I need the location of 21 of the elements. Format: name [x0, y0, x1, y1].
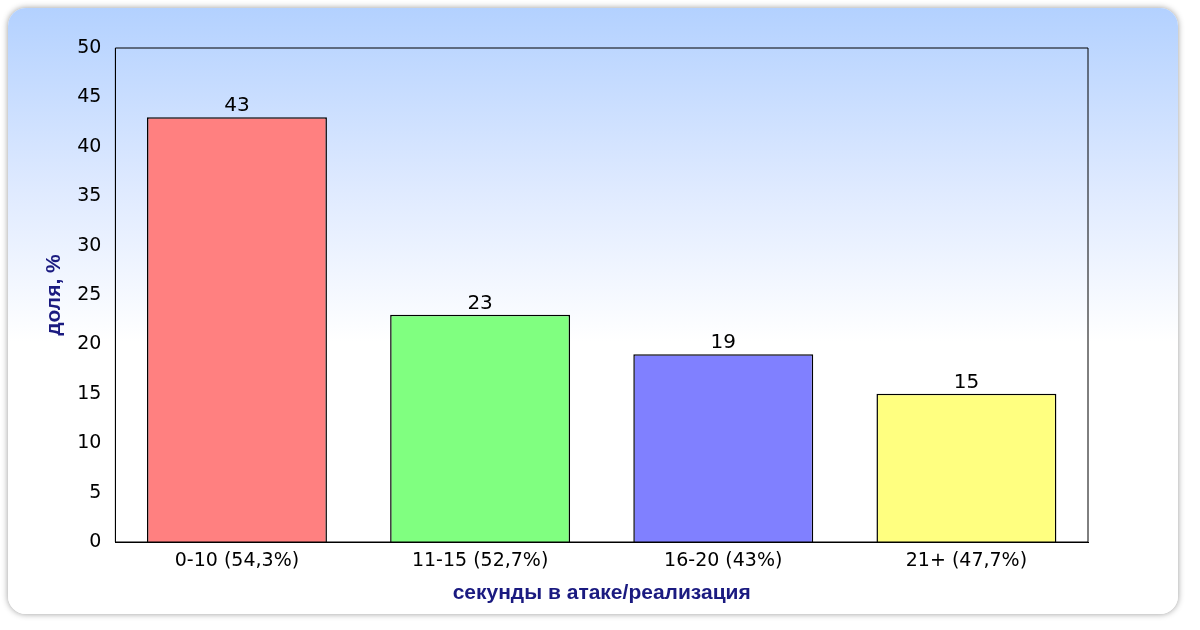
data-label: 15	[953, 369, 980, 393]
y-tick-label: 5	[89, 479, 102, 502]
y-tick-label: 10	[77, 430, 102, 453]
y-tick-label: 50	[77, 34, 102, 57]
y-tick-label: 40	[77, 133, 102, 156]
y-tick-label: 25	[77, 281, 102, 304]
x-tick-label: 16-20 (43%)	[664, 548, 783, 571]
y-tick-label: 30	[77, 232, 102, 255]
x-axis-title: секунды в атаке/реализация	[452, 580, 751, 604]
y-axis-title: доля, %	[41, 253, 65, 336]
y-tick-label: 0	[89, 528, 102, 551]
data-label: 43	[224, 92, 250, 117]
y-tick-label: 15	[77, 380, 102, 403]
data-label: 23	[467, 289, 493, 314]
y-tick-label: 20	[77, 331, 102, 354]
x-tick-label: 11-15 (52,7%)	[411, 548, 549, 571]
data-label: 19	[710, 329, 736, 354]
x-tick-label: 21+ (47,7%)	[905, 548, 1028, 571]
y-tick-label: 45	[77, 84, 102, 107]
x-tick-label: 0-10 (54,3%)	[174, 548, 300, 571]
y-tick-label: 35	[77, 183, 102, 206]
